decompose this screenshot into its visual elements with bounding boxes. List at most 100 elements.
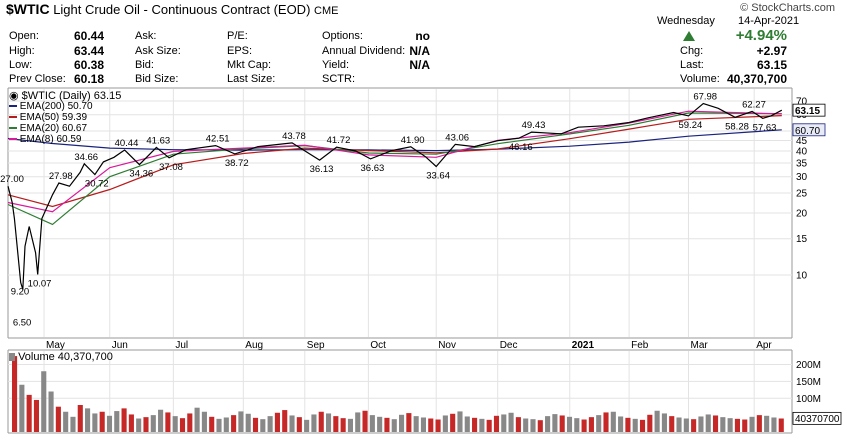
- price-series: [7, 102, 783, 290]
- volume-bar: [501, 414, 507, 432]
- prev-close-label: Prev Close:: [9, 73, 66, 85]
- price-annotation: 30.72: [85, 179, 109, 190]
- x-tick-label: Aug: [245, 340, 263, 351]
- volume-bar: [698, 416, 704, 432]
- volume-bar: [33, 399, 40, 432]
- volume-bar: [523, 418, 529, 432]
- legend-title: ◉ $WTIC (Daily) 63.15: [9, 89, 121, 102]
- volume-bar: [406, 413, 412, 432]
- chart-header: $WTIC Light Crude Oil - Continuous Contr…: [6, 1, 338, 17]
- volume-bar: [187, 413, 193, 432]
- legend-ema8: EMA(8) 60.59: [9, 134, 81, 145]
- volume-bar: [274, 412, 280, 432]
- price-annotation: 33.64: [426, 170, 450, 181]
- low-value: 60.38: [73, 58, 104, 72]
- volume-bar: [63, 411, 69, 432]
- ema20-text: EMA(20) 60.67: [19, 123, 88, 134]
- volume-bar: [472, 417, 478, 432]
- volume-bar: [428, 418, 434, 432]
- volume-bar: [114, 411, 120, 432]
- last-volume-box: [792, 411, 842, 425]
- ema20-swatch: [9, 127, 17, 130]
- volume-bar: [136, 418, 142, 432]
- volume-bar: [705, 414, 711, 432]
- last-value: 63.15: [756, 58, 787, 72]
- volume-bar: [70, 416, 76, 432]
- volume-bar: [150, 415, 156, 432]
- ema-line-ema8: [7, 110, 782, 213]
- price-annotation: 10.07: [28, 278, 52, 289]
- volume-bar: [245, 413, 251, 432]
- volume-bar: [683, 418, 689, 432]
- chg-label: Chg:: [680, 45, 704, 57]
- ema-lines: [7, 110, 782, 226]
- price-annotation: 58.28: [725, 121, 749, 132]
- volume-bar: [121, 408, 127, 432]
- price-annotation: 41.90: [401, 135, 425, 146]
- up-arrow-icon: [683, 31, 695, 41]
- volume-legend-text: Volume 40,370,700: [18, 351, 113, 363]
- ema-line-ema200: [7, 129, 782, 152]
- volume-bar: [333, 416, 339, 432]
- ema8-text: EMA(8) 60.59: [19, 134, 82, 145]
- volume-bar: [384, 417, 390, 432]
- legend-ema200: EMA(200) 50.70: [9, 101, 93, 112]
- volume-bar: [435, 419, 441, 432]
- volume-bar: [654, 410, 660, 432]
- volume-bar: [223, 417, 229, 432]
- volume-label: Volume:: [680, 73, 720, 85]
- volume-bar: [581, 419, 587, 432]
- volume-bar: [238, 411, 244, 432]
- quote-day: Wednesday: [657, 15, 715, 27]
- volume-bar: [399, 414, 405, 432]
- volume-tick-label: 100M: [796, 394, 821, 405]
- volume-bar: [340, 418, 346, 432]
- ema-line-ema50: [7, 115, 782, 208]
- x-tick-label: Sep: [307, 340, 325, 351]
- price-annotation: 37.08: [159, 162, 183, 173]
- volume-bar: [596, 415, 602, 432]
- copyright: © StockCharts.com: [740, 2, 835, 14]
- eps-label: EPS:: [227, 45, 253, 57]
- price-annotation: 42.51: [206, 134, 230, 145]
- volume-bar: [639, 419, 646, 432]
- volume-bar: [318, 411, 324, 432]
- yield-label: Yield:: [322, 59, 350, 71]
- low-label: Low:: [9, 59, 33, 71]
- price-annotation: 43.78: [282, 131, 306, 142]
- volume-bar: [304, 419, 310, 432]
- volume-bar: [552, 414, 558, 432]
- change-percent: +4.94%: [735, 27, 787, 44]
- volume-bar: [282, 410, 288, 432]
- price-annotation: 46.16: [509, 142, 533, 153]
- x-tick-label: Jul: [175, 340, 188, 351]
- price-annotation: 36.63: [361, 163, 385, 174]
- volume-bar: [12, 356, 18, 432]
- pe-label: P/E:: [227, 30, 248, 42]
- last-volume-label: 40370700: [795, 414, 840, 425]
- ema8-swatch: [9, 138, 17, 141]
- price-annotation: 40.44: [115, 138, 139, 149]
- y-tick-label: 25: [796, 189, 808, 200]
- volume-bar: [209, 416, 215, 432]
- volume-bar: [377, 416, 383, 432]
- y-tick-label: 30: [796, 172, 808, 183]
- volume-bar: [267, 416, 273, 432]
- volume-bar: [618, 416, 624, 432]
- volume-bar: [391, 419, 397, 432]
- volume-bar: [106, 415, 113, 432]
- volume-bar: [311, 414, 317, 432]
- volume-tick-label: 150M: [796, 377, 821, 388]
- high-label: High:: [9, 45, 35, 57]
- volume-bar: [48, 391, 54, 432]
- last-price-label: 63.15: [795, 106, 820, 117]
- volume-bar: [727, 418, 733, 432]
- x-tick-label: Dec: [500, 340, 518, 351]
- volume-bar: [296, 417, 302, 432]
- volume-bar: [764, 415, 770, 432]
- x-tick-label: Apr: [756, 340, 772, 351]
- price-annotation: 57.63: [753, 122, 777, 133]
- price-annotation: 67.98: [693, 92, 717, 103]
